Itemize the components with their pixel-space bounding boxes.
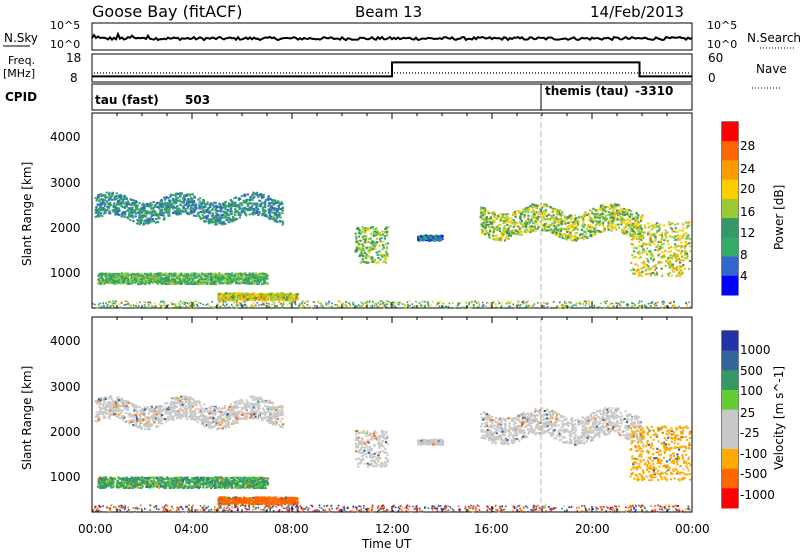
n-sky-label: N.Sky	[4, 31, 38, 45]
freq-line	[92, 61, 692, 78]
station-title: Goose Bay (fitACF)	[92, 2, 242, 21]
x-axis-label: Time UT	[361, 537, 412, 551]
vel-cb-m25: -25	[740, 426, 760, 440]
cpid-label: CPID	[5, 90, 37, 104]
xtick-0: 00:00	[78, 522, 113, 536]
date-title: 14/Feb/2013	[590, 3, 684, 21]
nave-label: Nave	[756, 62, 787, 76]
velocity-ylabel: Slant Range [km]	[20, 366, 34, 470]
power-ytick-2000: 2000	[50, 221, 81, 235]
xtick-2: 08:00	[274, 522, 309, 536]
noise-tick-low: 10^0	[50, 38, 80, 51]
power-panel: Slant Range [km] 4000 3000 2000 1000 28 …	[20, 112, 786, 309]
vel-ytick-4000: 4000	[50, 334, 81, 348]
vel-cb-25: 25	[740, 406, 755, 420]
vel-cb-m500: -500	[740, 467, 767, 481]
power-ytick-1000: 1000	[50, 266, 81, 280]
xtick-6: 00:00	[675, 522, 710, 536]
vel-cb-100: 100	[740, 384, 763, 398]
nave-tick-high: 60	[708, 51, 723, 65]
power-ytick-3000: 3000	[50, 176, 81, 190]
vel-cb-m100: -100	[740, 447, 767, 461]
freq-tick-high: 18	[66, 51, 81, 65]
power-cb-20: 20	[740, 182, 755, 196]
vel-cb-500: 500	[740, 364, 763, 378]
velocity-colorbar: 1000 500 100 25 -25 -100 -500 -1000 Velo…	[721, 330, 786, 509]
noise-tick-low-right: 10^0	[707, 38, 737, 51]
noise-panel: N.Sky 10^5 10^0 10^5 10^0 N.Search	[3, 19, 800, 51]
n-search-label: N.Search	[747, 31, 800, 45]
cpid-seg2-name: themis (tau)	[545, 84, 629, 98]
cpid-seg1-name: tau (fast)	[95, 93, 159, 107]
nave-tick-low: 0	[708, 71, 716, 85]
power-cb-28: 28	[740, 139, 755, 153]
noise-sky-line	[91, 31, 693, 42]
power-ylabel: Slant Range [km]	[20, 162, 34, 266]
power-cb-4: 4	[740, 269, 748, 283]
power-cb-label: Power [dB]	[772, 185, 786, 250]
xtick-3: 12:00	[375, 522, 410, 536]
vel-ytick-2000: 2000	[50, 425, 81, 439]
xtick-1: 04:00	[174, 522, 209, 536]
vel-ytick-3000: 3000	[50, 380, 81, 394]
xtick-5: 20:00	[575, 522, 610, 536]
velocity-panel: Slant Range [km] 4000 3000 2000 1000 100…	[20, 316, 786, 513]
velocity-yticks: 4000 3000 2000 1000	[50, 334, 81, 484]
cpid-seg2-code: -3310	[635, 84, 673, 98]
noise-tick-high: 10^5	[50, 19, 80, 32]
vel-cb-1000: 1000	[740, 343, 771, 357]
noise-tick-high-right: 10^5	[707, 19, 737, 32]
velocity-scatter	[92, 395, 693, 513]
x-axis: 00:00 04:00 08:00 12:00 16:00 20:00 00:0…	[78, 522, 710, 551]
freq-panel: Freq. [MHz] 18 8 60 0 Nave	[3, 51, 787, 89]
power-ytick-4000: 4000	[50, 130, 81, 144]
power-cb-16: 16	[740, 205, 755, 219]
vel-cb-m1000: -1000	[740, 488, 775, 502]
power-cb-12: 12	[740, 226, 755, 240]
cpid-panel: CPID tau (fast) 503 themis (tau) -3310	[5, 83, 693, 111]
power-cb-8: 8	[740, 248, 748, 262]
freq-label-1: Freq.	[8, 54, 35, 67]
power-yticks: 4000 3000 2000 1000	[50, 130, 81, 280]
xtick-4: 16:00	[474, 522, 509, 536]
beam-title: Beam 13	[355, 3, 422, 21]
power-colorbar: 28 24 20 16 12 8 4 Power [dB]	[721, 121, 786, 296]
freq-label-2: [MHz]	[3, 67, 35, 80]
vel-cb-label: Velocity [m s^-1]	[772, 366, 786, 470]
power-cb-24: 24	[740, 162, 755, 176]
cpid-seg1-code: 503	[185, 93, 210, 107]
freq-tick-low: 8	[70, 71, 78, 85]
vel-ytick-1000: 1000	[50, 470, 81, 484]
